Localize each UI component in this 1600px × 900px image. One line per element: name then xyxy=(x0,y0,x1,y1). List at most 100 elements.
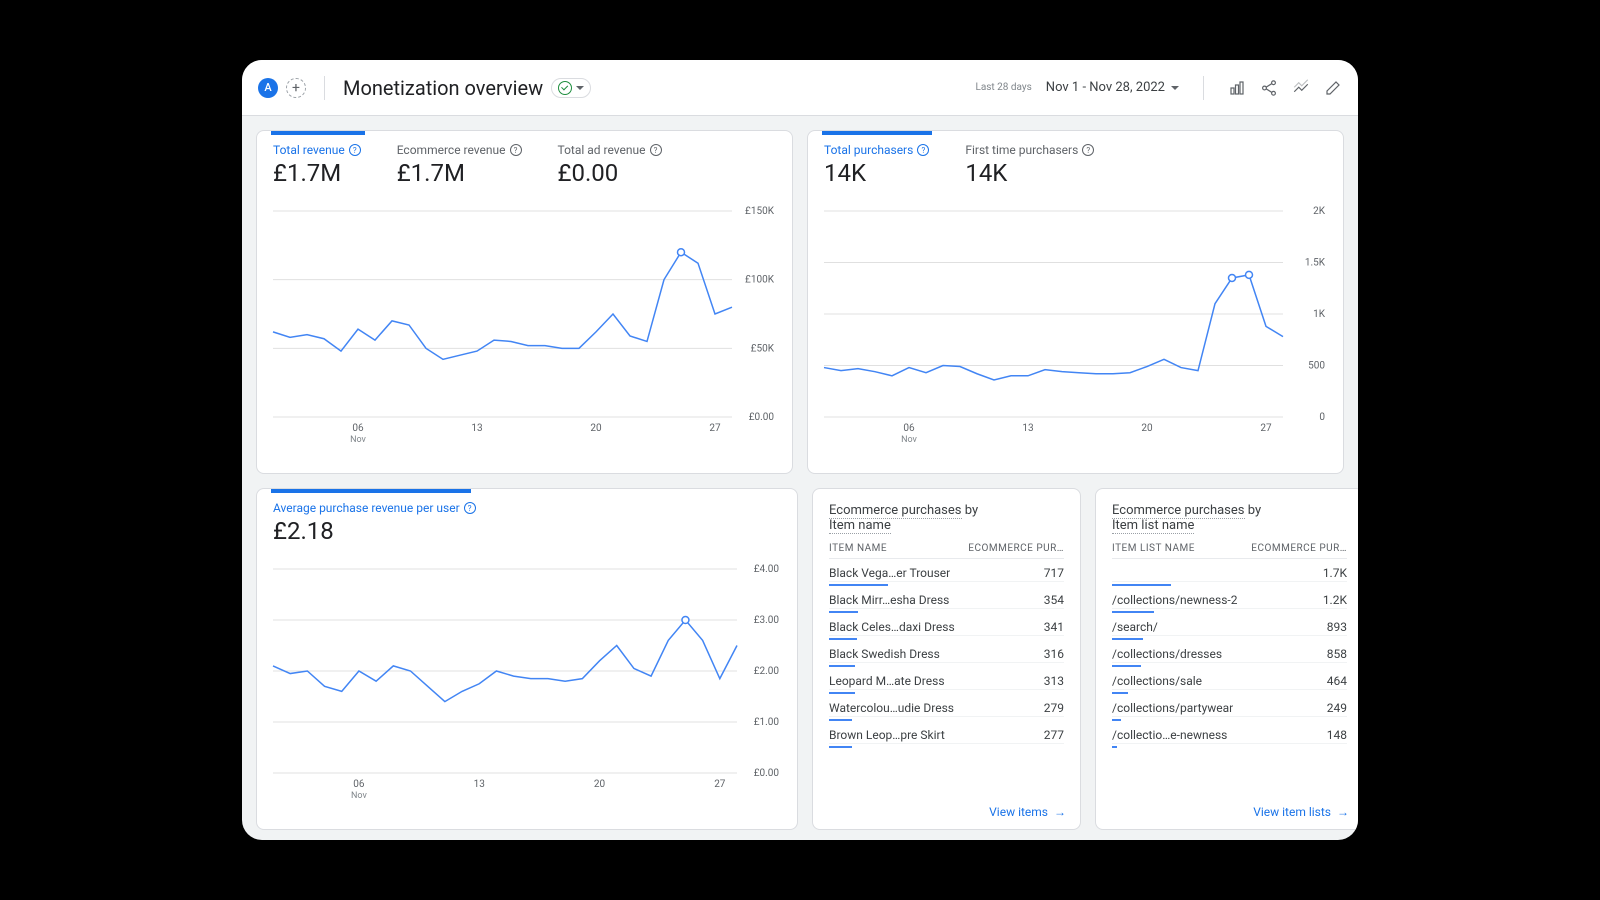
row-name: /search/ xyxy=(1112,620,1158,634)
status-chip[interactable] xyxy=(551,78,591,98)
check-icon xyxy=(558,81,572,95)
row-name: /collections/newness-2 xyxy=(1112,593,1237,607)
table-row[interactable]: Brown Leop…pre Skirt 277 xyxy=(829,721,1064,744)
table-row[interactable]: Leopard M…ate Dress 313 xyxy=(829,667,1064,690)
table-row[interactable]: /collectio…e-newness 148 xyxy=(1112,721,1347,744)
title-dimension: Item name xyxy=(829,518,891,534)
row-name: /collections/dresses xyxy=(1112,647,1222,661)
title-by: by xyxy=(962,503,979,518)
view-items-link[interactable]: View items → xyxy=(989,805,1066,819)
table-row[interactable]: Black Mirr…esha Dress 354 xyxy=(829,586,1064,609)
row-value: 464 xyxy=(1327,674,1347,688)
metric-tab[interactable]: Average purchase revenue per user ? £2.1… xyxy=(273,501,476,545)
metric-tab[interactable]: Total ad revenue ? £0.00 xyxy=(558,143,662,187)
svg-text:£100K: £100K xyxy=(745,275,775,286)
table-row[interactable]: /search/ 893 xyxy=(1112,613,1347,636)
items-rows: Black Vega…er Trouser 717 Black Mirr…esh… xyxy=(829,559,1064,748)
items-table-header: ITEM NAME ECOMMERCE PUR… xyxy=(829,543,1064,559)
metric-label: Average purchase revenue per user ? xyxy=(273,501,476,515)
metric-tab[interactable]: Total purchasers ? 14K xyxy=(824,143,929,187)
active-tab-indicator xyxy=(271,489,471,493)
itemlists-table-header: ITEM LIST NAME ECOMMERCE PUR… xyxy=(1112,543,1347,559)
table-row[interactable]: /collections/sale 464 xyxy=(1112,667,1347,690)
divider xyxy=(1203,76,1204,100)
divider xyxy=(324,76,325,100)
revenue-chart: £0.00£50K£100K£150K06Nov132027 xyxy=(273,207,776,445)
svg-text:20: 20 xyxy=(594,779,606,790)
row-name: Brown Leop…pre Skirt xyxy=(829,728,945,742)
row-bar xyxy=(1112,746,1117,748)
row-2: Average purchase revenue per user ? £2.1… xyxy=(256,488,1344,830)
col-value: ECOMMERCE PUR… xyxy=(968,543,1064,554)
help-icon[interactable]: ? xyxy=(510,144,522,156)
metric-value: £1.7M xyxy=(397,159,522,187)
svg-text:06: 06 xyxy=(352,423,364,434)
arrow-right-icon: → xyxy=(1337,805,1349,819)
insights-icon[interactable] xyxy=(1292,79,1310,97)
table-row[interactable]: Black Swedish Dress 316 xyxy=(829,640,1064,663)
table-row[interactable]: Watercolou…udie Dress 279 xyxy=(829,694,1064,717)
help-icon[interactable]: ? xyxy=(917,144,929,156)
svg-text:£1.00: £1.00 xyxy=(754,717,780,728)
arpu-metrics: Average purchase revenue per user ? £2.1… xyxy=(257,489,797,545)
help-icon[interactable]: ? xyxy=(464,502,476,514)
metric-tab[interactable]: Ecommerce revenue ? £1.7M xyxy=(397,143,522,187)
title-prefix: Ecommerce purchases xyxy=(1112,503,1245,519)
table-row[interactable]: 1.7K xyxy=(1112,559,1347,582)
metric-value: £1.7M xyxy=(273,159,361,187)
chevron-down-icon xyxy=(576,86,584,90)
svg-text:2K: 2K xyxy=(1313,206,1326,217)
itemlists-card-title: Ecommerce purchases by Item list name xyxy=(1112,503,1347,533)
svg-text:£150K: £150K xyxy=(745,206,775,217)
arpu-card: Average purchase revenue per user ? £2.1… xyxy=(256,488,798,830)
table-row[interactable]: Black Vega…er Trouser 717 xyxy=(829,559,1064,582)
view-itemlists-link[interactable]: View item lists → xyxy=(1253,805,1349,819)
chevron-down-icon xyxy=(1171,86,1179,90)
help-icon[interactable]: ? xyxy=(349,144,361,156)
row-value: 717 xyxy=(1044,566,1064,580)
row-name: /collections/partywear xyxy=(1112,701,1233,715)
metric-tab[interactable]: Total revenue ? £1.7M xyxy=(273,143,361,187)
svg-text:06: 06 xyxy=(903,423,915,434)
date-range-picker[interactable]: Nov 1 - Nov 28, 2022 xyxy=(1046,80,1179,95)
purchasers-metrics: Total purchasers ? 14K First time purcha… xyxy=(808,131,1343,187)
row-name: /collections/sale xyxy=(1112,674,1202,688)
row-value: 341 xyxy=(1044,620,1064,634)
table-row[interactable]: /collections/dresses 858 xyxy=(1112,640,1347,663)
metric-label: Total revenue ? xyxy=(273,143,361,157)
help-icon[interactable]: ? xyxy=(1082,144,1094,156)
svg-text:0: 0 xyxy=(1319,412,1325,423)
table-row[interactable]: /collections/newness-2 1.2K xyxy=(1112,586,1347,609)
app-window: A + Monetization overview Last 28 days N… xyxy=(242,60,1358,840)
page-title-text: Monetization overview xyxy=(343,76,543,100)
metric-label: Ecommerce revenue ? xyxy=(397,143,522,157)
table-row[interactable]: /collections/partywear 249 xyxy=(1112,694,1347,717)
row-name: Black Swedish Dress xyxy=(829,647,940,661)
arrow-right-icon: → xyxy=(1054,805,1066,819)
col-name: ITEM NAME xyxy=(829,543,887,554)
table-row[interactable]: Black Celes…daxi Dress 341 xyxy=(829,613,1064,636)
svg-text:Nov: Nov xyxy=(350,435,366,445)
itemlists-rows: 1.7K /collections/newness-2 1.2K /search… xyxy=(1112,559,1347,748)
row-value: 1.7K xyxy=(1323,566,1347,580)
row-name: Watercolou…udie Dress xyxy=(829,701,954,715)
row-value: 316 xyxy=(1044,647,1064,661)
metric-tab[interactable]: First time purchasers ? 14K xyxy=(965,143,1094,187)
svg-text:£0.00: £0.00 xyxy=(749,412,775,423)
header-bar: A + Monetization overview Last 28 days N… xyxy=(242,60,1358,116)
svg-text:1.5K: 1.5K xyxy=(1305,258,1326,269)
edit-icon[interactable] xyxy=(1324,79,1342,97)
items-card: Ecommerce purchases by Item name ITEM NA… xyxy=(812,488,1081,830)
title-prefix: Ecommerce purchases xyxy=(829,503,962,519)
row-value: 313 xyxy=(1044,674,1064,688)
customize-report-icon[interactable] xyxy=(1228,79,1246,97)
page-title: Monetization overview xyxy=(343,76,591,100)
purchasers-card: Total purchasers ? 14K First time purcha… xyxy=(807,130,1344,474)
row-name: Black Celes…daxi Dress xyxy=(829,620,955,634)
share-icon[interactable] xyxy=(1260,79,1278,97)
col-value: ECOMMERCE PUR… xyxy=(1251,543,1347,554)
add-comparison-button[interactable]: + xyxy=(286,78,306,98)
help-icon[interactable]: ? xyxy=(650,144,662,156)
account-avatar[interactable]: A xyxy=(258,78,278,98)
row-value: 354 xyxy=(1044,593,1064,607)
